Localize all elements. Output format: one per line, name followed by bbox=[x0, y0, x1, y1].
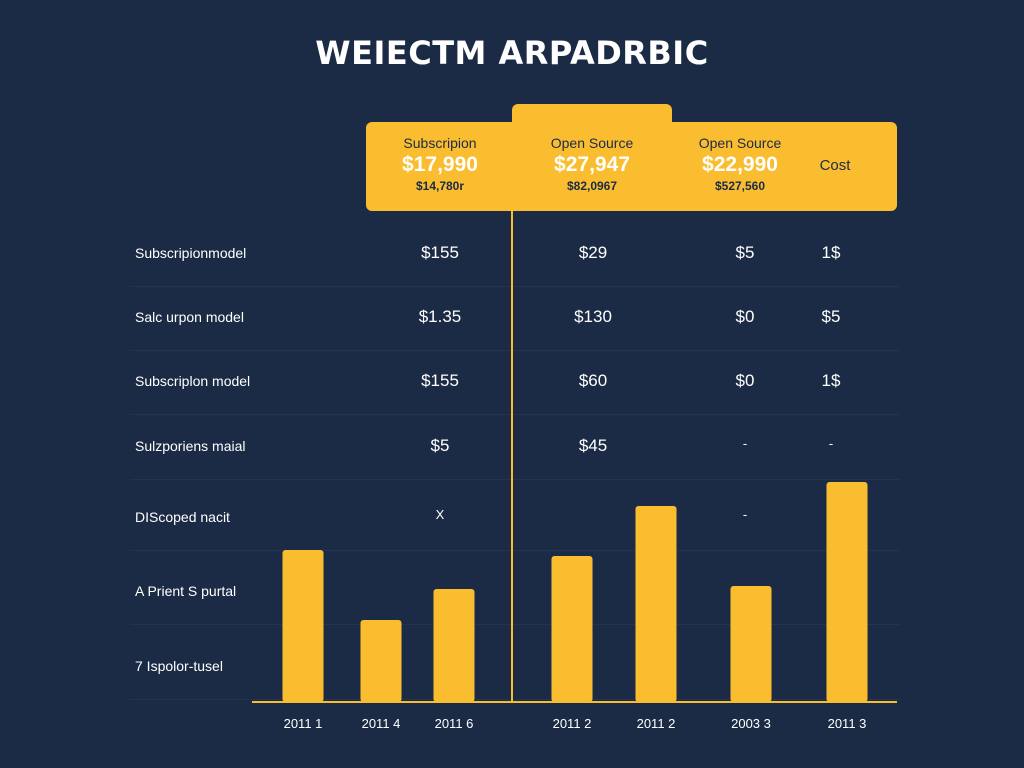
row-gridline bbox=[130, 286, 900, 287]
table-cell: $5 bbox=[821, 307, 841, 326]
row-gridline bbox=[130, 550, 900, 551]
plan-name: Open Source bbox=[550, 135, 634, 151]
row-gridline bbox=[130, 350, 900, 351]
x-tick-label: 2011 3 bbox=[828, 716, 867, 731]
table-cell: $45 bbox=[578, 436, 608, 455]
row-label: A Prient S purtal bbox=[135, 583, 237, 599]
table-cell: 1$ bbox=[821, 371, 841, 390]
bar-4 bbox=[551, 556, 593, 702]
table-cell: $60 bbox=[578, 371, 608, 390]
plan-price: $27,947 bbox=[554, 153, 630, 176]
table-cell: X bbox=[435, 507, 445, 522]
row-label: Subscripionmodel bbox=[135, 245, 247, 261]
plan-subprice: $14,780r bbox=[415, 179, 465, 193]
table-cell: $0 bbox=[735, 307, 755, 326]
bar-5 bbox=[635, 506, 677, 702]
plan-subscription: Subscripion $17,990 $14,780r bbox=[360, 134, 520, 194]
table-cell: $5 bbox=[735, 243, 755, 262]
table-cell: - bbox=[742, 436, 748, 451]
bar-1 bbox=[282, 550, 324, 702]
pricing-banner bbox=[366, 122, 897, 211]
x-tick-label: 2011 4 bbox=[362, 716, 401, 731]
plan-price: $22,990 bbox=[702, 153, 778, 176]
row-label: Sulzporiens maial bbox=[135, 438, 246, 454]
row-label: 7 Ispolor-tusel bbox=[135, 658, 223, 674]
row-label: Salc urpon model bbox=[135, 309, 244, 325]
row-label: Subscriplon model bbox=[135, 373, 251, 389]
chart-title: WEIECTM ARPADRBIC bbox=[315, 34, 709, 72]
table-cell: 1$ bbox=[821, 243, 841, 262]
bar-7 bbox=[826, 482, 868, 702]
plan-open-source-1: Open Source $27,947 $82,0967 bbox=[512, 134, 672, 194]
row-gridline bbox=[130, 414, 900, 415]
table-cell: $130 bbox=[574, 307, 612, 326]
row-label: DIScoped nacit bbox=[135, 509, 230, 525]
x-tick-label: 2011 1 bbox=[284, 716, 323, 731]
table-cell: - bbox=[828, 436, 834, 451]
plan-subprice: $82,0967 bbox=[566, 179, 618, 193]
row-gridline bbox=[130, 624, 900, 625]
plan-price: $17,990 bbox=[402, 153, 478, 176]
center-divider bbox=[511, 211, 513, 702]
banner-cost-label: Cost bbox=[819, 157, 851, 174]
table-cell: - bbox=[742, 507, 748, 522]
row-gridline bbox=[130, 699, 900, 700]
row-gridline bbox=[130, 479, 900, 480]
table-cell: $1.35 bbox=[418, 307, 462, 326]
x-tick-label: 2011 6 bbox=[435, 716, 474, 731]
plan-subprice: $527,560 bbox=[714, 179, 766, 193]
bar-6 bbox=[730, 586, 772, 702]
x-tick-label: 2011 2 bbox=[553, 716, 592, 731]
x-tick-label: 2003 3 bbox=[731, 716, 771, 731]
table-cell: $155 bbox=[421, 371, 459, 390]
table-cell: $29 bbox=[578, 243, 608, 262]
table-cell: $5 bbox=[430, 436, 450, 455]
bar-3 bbox=[433, 589, 475, 702]
plan-name: Subscripion bbox=[403, 135, 477, 151]
table-cell: $0 bbox=[735, 371, 755, 390]
plan-name: Open Source bbox=[698, 135, 782, 151]
bar-2 bbox=[360, 620, 402, 702]
x-tick-label: 2011 2 bbox=[637, 716, 676, 731]
table-cell: $155 bbox=[421, 243, 459, 262]
plan-open-source-2: Open Source $22,990 $527,560 bbox=[660, 134, 820, 194]
